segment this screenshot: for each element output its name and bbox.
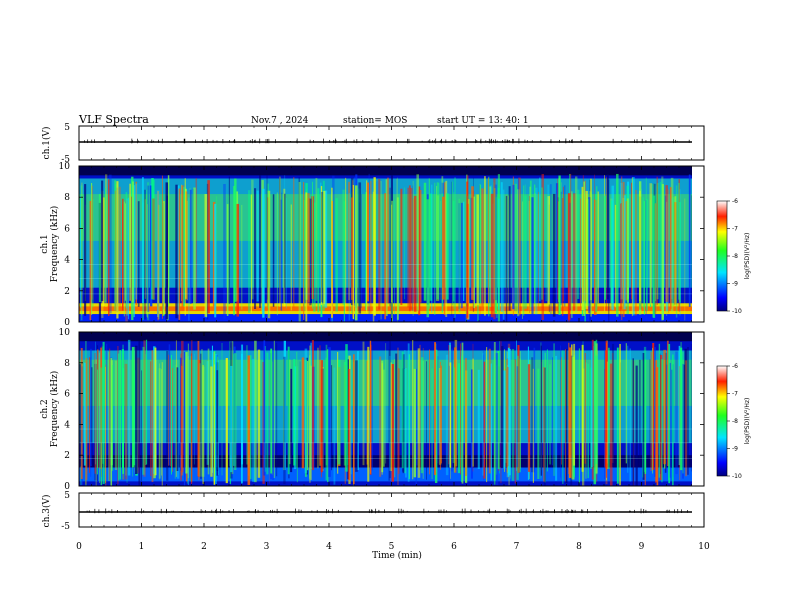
colorbar-tick-label: -9 xyxy=(732,281,738,288)
x-tick-label: 9 xyxy=(639,542,645,552)
ch1-ytick-label: 8 xyxy=(64,193,70,203)
ch2-ytick-label: 6 xyxy=(64,390,70,400)
ch2-ytick-label: 2 xyxy=(64,451,70,461)
ch1-ylabel-channel: ch.1 xyxy=(40,234,50,253)
ch2-ytick-label: 10 xyxy=(59,328,71,338)
ch1-waveform-ylabel: ch.1(V) xyxy=(41,127,52,160)
ch1-ytick-bottom: -5 xyxy=(61,155,70,165)
ch2-colorbar-label: log(PSD)(V²/Hz) xyxy=(744,398,751,445)
colorbar-tick-label: -9 xyxy=(732,446,738,453)
ch2-ylabel-channel: ch.2 xyxy=(40,399,50,418)
x-tick-label: 5 xyxy=(389,542,395,552)
colorbar-tick-label: -6 xyxy=(732,363,738,370)
ch1-ytick-label: 0 xyxy=(64,318,70,328)
x-tick-label: 8 xyxy=(576,542,582,552)
colorbar-tick-label: -7 xyxy=(732,226,738,233)
x-tick-label: 1 xyxy=(139,542,145,552)
ch2-ytick-label: 8 xyxy=(64,359,70,369)
ch1-spectrogram-image xyxy=(79,166,692,322)
x-tick-label: 6 xyxy=(451,542,457,552)
ch1-colorbar: -6 -7 -8 -9 -10 log(PSD)(V²/Hz) xyxy=(716,198,751,315)
x-tick-label: 10 xyxy=(698,542,710,552)
colorbar-tick-label: -10 xyxy=(732,308,742,315)
date-label: Nov.7 , 2024 xyxy=(251,116,309,126)
ch2-ylabel-frequency: Frequency (kHz) xyxy=(49,371,60,448)
colorbar-tick-label: -7 xyxy=(732,391,738,398)
x-tick-label: 3 xyxy=(264,542,270,552)
colorbar-tick-label: -6 xyxy=(732,198,738,205)
station-label: station= MOS xyxy=(343,116,407,126)
ch3-ytick-bottom: -5 xyxy=(61,522,70,532)
ch2-spectrogram-image xyxy=(79,332,692,486)
colorbar-tick-label: -10 xyxy=(732,473,742,480)
ch1-waveform-panel: 5 -5 ch.1(V) xyxy=(41,123,705,165)
colorbar-tick-label: -8 xyxy=(732,418,738,425)
x-axis: 0 1 2 3 4 5 6 7 8 9 10 xyxy=(76,126,710,552)
ch2-colorbar: -6 -7 -8 -9 -10 log(PSD)(V²/Hz) xyxy=(716,363,751,480)
ch2-spectrogram-panel: ch.2 Frequency (kHz) 0 2 4 6 8 10 xyxy=(40,328,705,492)
x-tick-label: 0 xyxy=(76,542,82,552)
ch1-colorbar-label: log(PSD)(V²/Hz) xyxy=(744,233,751,280)
ch1-spectrogram-panel: ch.1 Frequency (kHz) 0 2 4 6 8 10 xyxy=(40,162,705,328)
colorbar-tick-label: -8 xyxy=(732,253,738,260)
ch3-ytick-top: 5 xyxy=(64,491,70,501)
ch1-ytick-label: 10 xyxy=(59,162,71,172)
ch2-ytick-label: 4 xyxy=(64,420,70,430)
ch1-ytick-label: 2 xyxy=(64,287,70,297)
ch3-waveform-ylabel: ch.3(V) xyxy=(41,495,52,528)
ch1-ylabel-frequency: Frequency (kHz) xyxy=(49,206,60,283)
ch1-ytick-label: 4 xyxy=(64,256,70,266)
x-tick-label: 4 xyxy=(326,542,332,552)
ch1-ytick-label: 6 xyxy=(64,224,70,234)
x-tick-label: 2 xyxy=(201,542,207,552)
start-time-label: start UT = 13: 40: 1 xyxy=(437,116,529,126)
ch3-waveform-panel: 5 -5 ch.3(V) xyxy=(41,491,705,532)
x-tick-label: 7 xyxy=(514,542,520,552)
x-axis-label: Time (min) xyxy=(372,550,422,561)
ch1-ytick-top: 5 xyxy=(64,123,70,133)
figure-title: VLF Spectra xyxy=(78,113,149,126)
ch2-ytick-label: 0 xyxy=(64,482,70,492)
